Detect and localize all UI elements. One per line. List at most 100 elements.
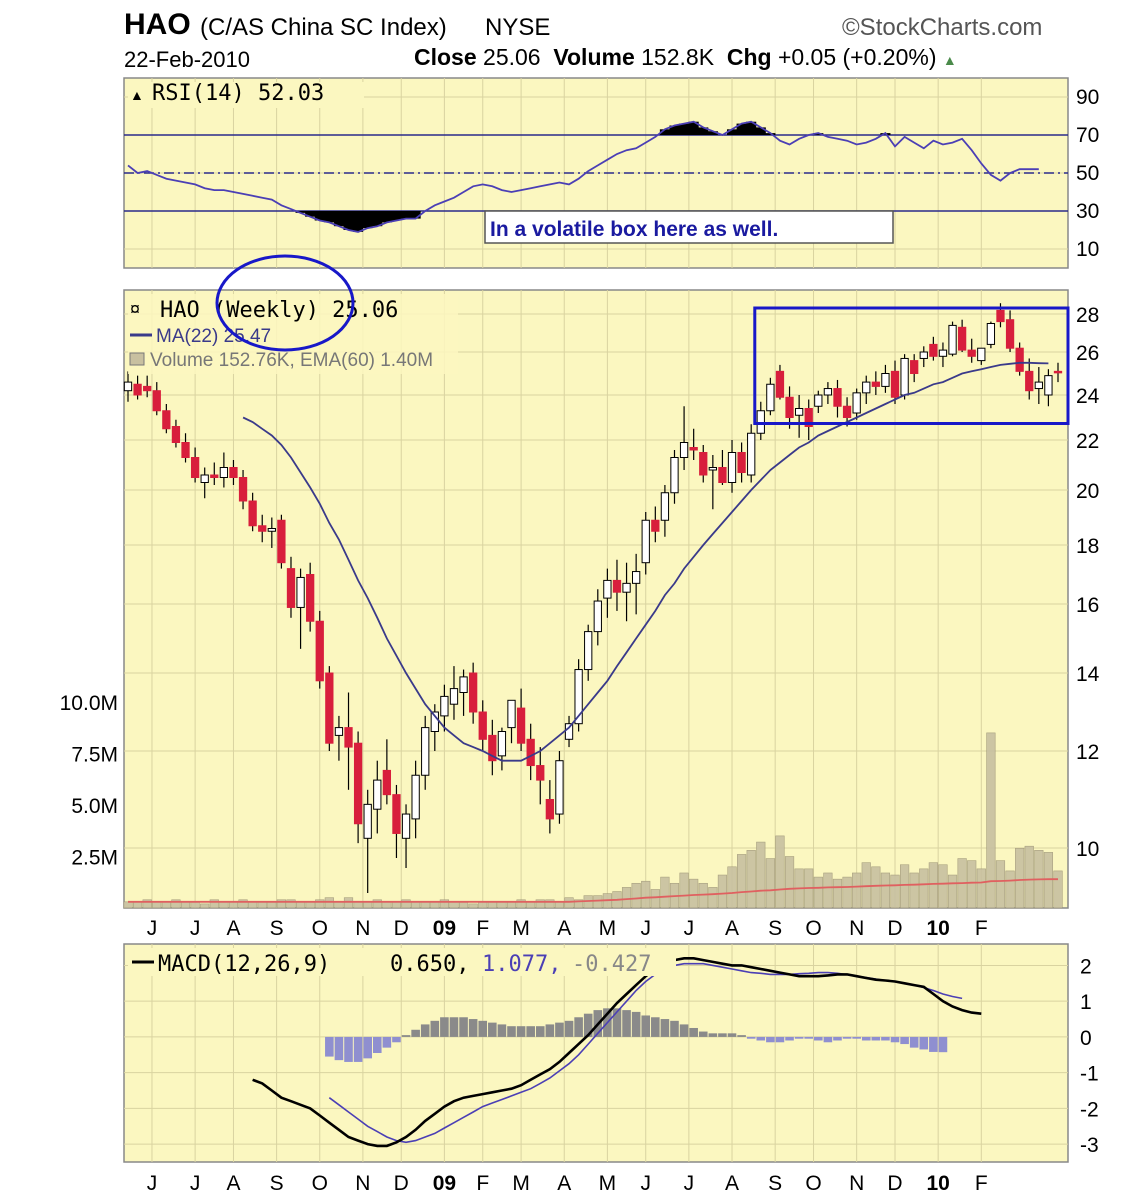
volume-bar bbox=[526, 901, 536, 909]
candle-body bbox=[938, 349, 948, 357]
candle-body bbox=[1034, 381, 1043, 390]
macd-title-bg bbox=[128, 948, 676, 976]
macd-histogram-bar bbox=[679, 1024, 689, 1037]
candle-body bbox=[1025, 370, 1034, 392]
x-axis-label: 09 bbox=[433, 1172, 456, 1195]
volume-bar bbox=[871, 866, 881, 909]
macd-histogram-bar bbox=[909, 1036, 919, 1048]
volume-bar bbox=[660, 876, 670, 909]
macd-histogram-bar bbox=[900, 1036, 909, 1045]
candle-body bbox=[967, 349, 976, 357]
macd-histogram-bar bbox=[727, 1033, 737, 1037]
chg-label: Chg bbox=[726, 44, 772, 70]
x-axis-label: J bbox=[147, 917, 158, 940]
volume-legend-icon bbox=[129, 352, 145, 366]
candle-body bbox=[306, 574, 315, 622]
volume-ema-line bbox=[128, 878, 1058, 903]
candle-body bbox=[344, 727, 353, 748]
volume-bar bbox=[909, 872, 919, 909]
volume-bar bbox=[439, 899, 449, 909]
candle-body bbox=[200, 474, 209, 483]
x-axis-label: N bbox=[355, 1172, 370, 1195]
volume-bar bbox=[689, 878, 699, 909]
volume-bar bbox=[391, 901, 402, 909]
x-axis-label: M bbox=[599, 1172, 617, 1195]
volume-bar bbox=[478, 901, 488, 909]
x-axis-label: A bbox=[725, 1172, 739, 1195]
macd-histogram-bar bbox=[535, 1026, 545, 1037]
macd-tick-label: -1 bbox=[1080, 1063, 1099, 1086]
candle-body bbox=[382, 769, 392, 796]
candle-body bbox=[641, 519, 650, 564]
candle-body bbox=[890, 370, 900, 398]
macd-histogram-bar bbox=[785, 1036, 794, 1041]
candle-body bbox=[871, 381, 880, 387]
volume-bar bbox=[200, 903, 210, 909]
volume-bar bbox=[708, 887, 718, 909]
x-axis-label: M bbox=[512, 917, 530, 940]
rsi-tick-label: 50 bbox=[1076, 162, 1099, 185]
volume-bar bbox=[564, 897, 574, 909]
candle-body bbox=[190, 457, 200, 478]
x-axis-label: S bbox=[768, 1172, 782, 1195]
candle-body bbox=[478, 711, 487, 740]
volume-bar bbox=[401, 899, 411, 909]
candle-body bbox=[133, 383, 142, 396]
x-axis-label: A bbox=[226, 917, 240, 940]
macd-histogram-bar bbox=[449, 1017, 459, 1037]
candle-body bbox=[143, 385, 152, 392]
volume-bar bbox=[813, 876, 823, 909]
candle-body bbox=[612, 579, 622, 593]
macd-histogram-bar bbox=[842, 1036, 852, 1039]
x-axis-label: 10 bbox=[926, 1172, 949, 1195]
candle-body bbox=[258, 525, 267, 532]
candle-body bbox=[315, 620, 324, 682]
volume-bar bbox=[631, 882, 641, 909]
volume-bar bbox=[257, 901, 267, 909]
volume-bar bbox=[430, 901, 440, 909]
x-axis-label: D bbox=[887, 917, 902, 940]
x-axis-label: S bbox=[270, 1172, 284, 1195]
macd-histogram-bar bbox=[363, 1036, 372, 1059]
macd-value: 0.650, bbox=[390, 952, 469, 977]
price-tick-label: 24 bbox=[1076, 385, 1100, 408]
rsi-tick-label: 10 bbox=[1076, 238, 1099, 261]
candle-body bbox=[277, 519, 286, 564]
volume-bar bbox=[727, 866, 737, 909]
volume-bar bbox=[938, 864, 948, 909]
candle-body bbox=[497, 731, 507, 757]
candle-body bbox=[219, 467, 229, 478]
macd-histogram-bar bbox=[574, 1017, 583, 1037]
candle-body bbox=[708, 467, 717, 471]
macd-histogram-bar bbox=[631, 1011, 641, 1037]
annotation-box bbox=[484, 210, 894, 244]
volume-bar bbox=[593, 895, 603, 909]
x-axis-label: M bbox=[599, 917, 617, 940]
candle-body bbox=[919, 351, 928, 359]
x-axis-label: N bbox=[355, 917, 370, 940]
candle-body bbox=[670, 457, 679, 494]
candle-body bbox=[852, 392, 861, 414]
macd-histogram-bar bbox=[430, 1020, 440, 1037]
candle-body bbox=[545, 799, 554, 820]
macd-histogram-bar bbox=[766, 1036, 775, 1043]
volume-tick-label: 7.5M bbox=[71, 744, 118, 767]
volume-bar bbox=[1043, 852, 1054, 909]
x-axis-label: M bbox=[512, 1172, 530, 1195]
close-value: 25.06 bbox=[483, 44, 541, 70]
price-tick-label: 10 bbox=[1076, 838, 1099, 861]
x-axis-label: J bbox=[640, 917, 651, 940]
candle-body bbox=[1005, 319, 1015, 349]
exchange-name: NYSE bbox=[485, 14, 551, 41]
volume-bar bbox=[506, 901, 517, 909]
x-axis-label: N bbox=[849, 917, 864, 940]
macd-histogram-bar bbox=[382, 1036, 392, 1048]
candle-body bbox=[804, 408, 813, 427]
candle-body bbox=[651, 519, 660, 532]
volume-bar bbox=[947, 874, 958, 909]
x-axis-label: A bbox=[557, 917, 571, 940]
volume-bar bbox=[574, 899, 584, 909]
macd-histogram-bar bbox=[545, 1024, 555, 1037]
candle-body bbox=[449, 688, 459, 705]
